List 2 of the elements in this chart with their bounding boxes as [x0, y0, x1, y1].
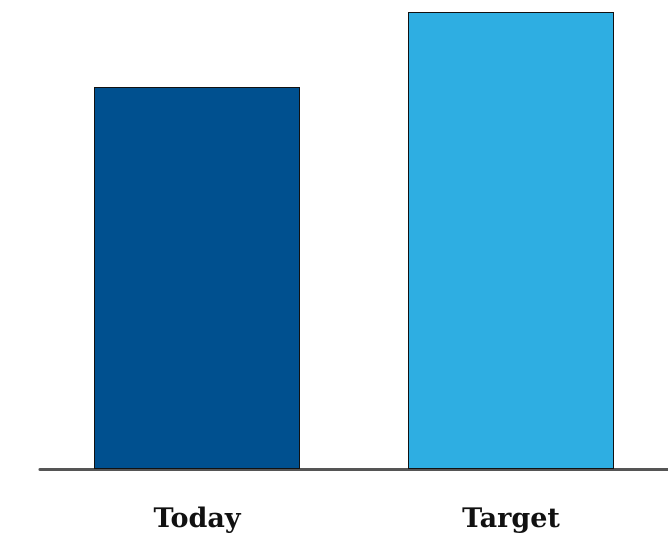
x-tick-label: Target — [462, 503, 560, 534]
x-tick-label: Today — [153, 503, 242, 534]
